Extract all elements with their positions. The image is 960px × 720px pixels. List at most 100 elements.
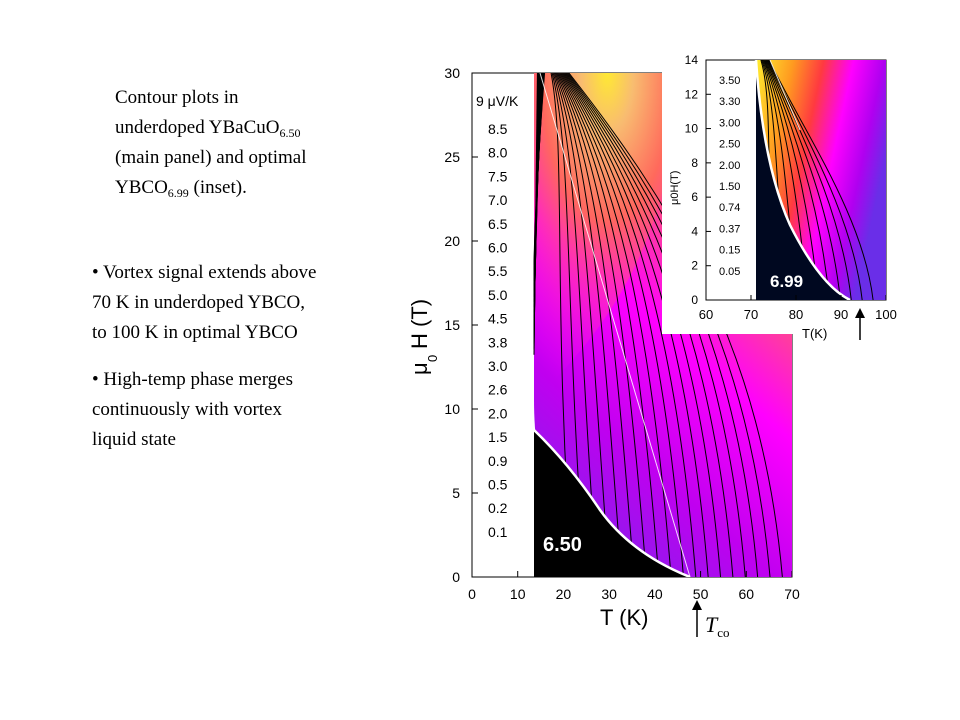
contour-level-label: 3.8 (488, 334, 508, 350)
contour-level-label: 0.1 (488, 524, 508, 540)
contour-level-label: 0.9 (488, 453, 508, 469)
x-tick-label: 60 (738, 586, 754, 602)
inset-contour-level-label: 0.15 (719, 245, 740, 257)
x-tick-label: 70 (784, 586, 800, 602)
inset-y-tick-label: 0 (691, 293, 698, 307)
tco-main: T (705, 612, 718, 637)
contour-level-label: 2.6 (488, 382, 508, 398)
bullet-item: • Vortex signal extends above 70 K in un… (92, 258, 392, 348)
contour-level-label: 5.5 (488, 263, 508, 279)
y-label-main: H (T) (407, 299, 432, 349)
caption-text: YBCO (115, 177, 168, 198)
inset-peak-trace-line (769, 60, 801, 131)
superconducting-region (534, 430, 690, 577)
inset-contour-line (765, 60, 841, 300)
main-x-ticks: 0 10 20 30 40 50 60 70 (468, 571, 800, 602)
main-sample-label: 6.50 (543, 534, 582, 556)
y-tick-label: 5 (452, 485, 460, 501)
bullet-line: continuously with vortex (92, 399, 282, 420)
inset-contour-level-label: 3.50 (719, 75, 740, 87)
contour-line (553, 73, 610, 577)
contour-level-label: 6.5 (488, 216, 508, 232)
inset-x-tick-label: 80 (789, 307, 803, 322)
contour-line (561, 73, 697, 577)
contour-level-label: 3.0 (488, 358, 508, 374)
contour-level-label: 6.0 (488, 240, 508, 256)
contour-line (556, 73, 647, 577)
tco-label: Tco (705, 612, 730, 640)
contour-level-label: 0.5 (488, 477, 508, 493)
caption-line: (main panel) and optimal (115, 147, 307, 168)
inset-x-tick-label: 100 (875, 307, 897, 322)
caption-text: underdoped YBaCuO (115, 117, 280, 138)
contour-level-label: 0.2 (488, 500, 508, 516)
inset-contour-level-label: 0.74 (719, 202, 740, 214)
contour-line (554, 73, 623, 577)
inset-y-tick-label: 14 (685, 53, 699, 67)
inset-contour-level-label: 0.37 (719, 223, 740, 235)
inset-y-ticks: 0 2 4 6 8 10 12 14 (685, 53, 711, 307)
x-tick-label: 10 (510, 586, 526, 602)
caption-subscript: 6.99 (167, 186, 189, 200)
inset-y-tick-label: 12 (685, 87, 699, 101)
x-tick-label: 30 (601, 586, 617, 602)
contour-unit-label: 9 μV/K (476, 93, 519, 109)
inset-contour-lines (760, 60, 874, 300)
y-label-sub: 0 (425, 355, 440, 362)
contour-level-label: 8.0 (488, 145, 508, 161)
inset-y-tick-label: 2 (691, 259, 698, 273)
contour-level-label: 4.5 (488, 311, 508, 327)
caption-text: (inset). (188, 177, 247, 198)
inset-contour-level-labels: 3.50 3.30 3.00 2.50 2.00 1.50 0.74 0.37 0.15 0.05 (719, 75, 740, 278)
inset-contour-line (764, 60, 830, 300)
contour-line (559, 73, 672, 577)
caption-subscript: 6.50 (279, 126, 301, 140)
inset-contour-line (764, 60, 820, 300)
inset-y-tick-label: 6 (691, 190, 698, 204)
bullet-line: • Vortex signal extends above (92, 262, 317, 283)
contour-line (555, 73, 635, 577)
contour-level-label: 8.5 (488, 121, 508, 137)
y-label-mu: μ (407, 362, 432, 375)
main-y-axis-label: μ 0 H (T) (407, 299, 440, 375)
caption-line: underdoped YBaCuO6.50 (115, 113, 385, 143)
bullet-line: 70 K in underdoped YBCO, (92, 292, 306, 313)
inset-superconducting-region (756, 60, 850, 300)
contour-level-label: 5.0 (488, 287, 508, 303)
y-tick-label: 10 (444, 401, 460, 417)
y-tick-label: 15 (444, 317, 460, 333)
main-contour-lines (533, 73, 783, 577)
inset-y-tick-label: 4 (691, 224, 698, 238)
y-tick-label: 20 (444, 233, 460, 249)
contour-line (557, 73, 660, 577)
contour-level-label: 1.5 (488, 429, 508, 445)
y-tick-label: 25 (444, 149, 460, 165)
contour-line (560, 73, 684, 577)
x-tick-label: 40 (647, 586, 663, 602)
inset-x-tick-label: 60 (699, 307, 713, 322)
vortex-boundary-line (533, 429, 691, 577)
caption-line: Contour plots in (115, 87, 239, 108)
main-y-ticks: 0 5 10 15 20 25 30 (444, 65, 478, 585)
inset-contour-level-label: 1.50 (719, 181, 740, 193)
x-tick-label: 0 (468, 586, 476, 602)
bullet-item: • High-temp phase merges continuously wi… (92, 365, 392, 455)
inset-contour-line (768, 60, 874, 300)
bullet-line: liquid state (92, 429, 176, 450)
inset-plot: 60 70 80 90 100 0 2 4 6 8 10 12 14 3.50 3.30 3.00 2.50… (662, 42, 897, 341)
bullet-line: to 100 K in optimal YBCO (92, 322, 298, 343)
figure-caption: Contour plots in underdoped YBaCuO6.50 (… (115, 83, 385, 203)
peak-trace-line (539, 73, 691, 577)
inset-x-tick-label: 90 (834, 307, 848, 322)
y-tick-label: 30 (444, 65, 460, 81)
inset-contour-level-label: 0.05 (719, 266, 740, 278)
inset-contour-line (766, 60, 852, 300)
inset-y-axis-label: μ0H(T) (669, 171, 681, 205)
contour-line (562, 73, 709, 577)
contour-level-label: 2.0 (488, 405, 508, 421)
y-tick-label: 0 (452, 569, 460, 585)
inset-x-tick-label: 70 (744, 307, 758, 322)
tco-sub: co (717, 625, 730, 640)
contour-level-label: 7.0 (488, 192, 508, 208)
